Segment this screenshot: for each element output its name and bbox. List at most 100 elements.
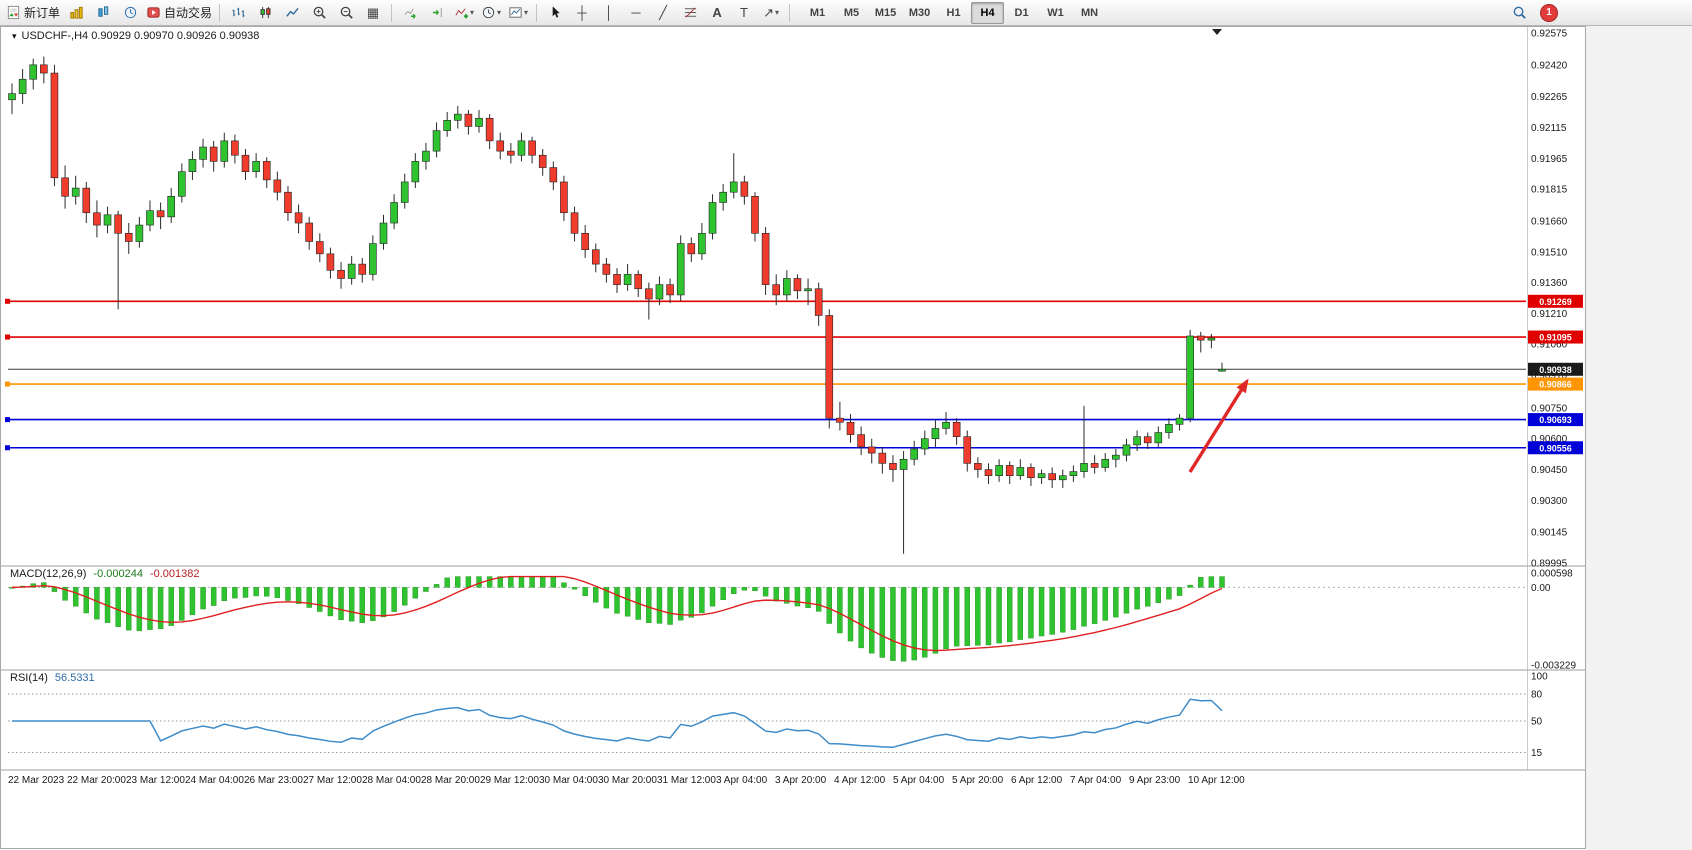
svg-text:5 Apr 04:00: 5 Apr 04:00 — [893, 775, 945, 786]
svg-text:0.90693: 0.90693 — [1539, 415, 1572, 425]
svg-text:3 Apr 04:00: 3 Apr 04:00 — [716, 775, 768, 786]
toolbar-separator — [536, 3, 538, 22]
crosshair-icon: ┼ — [577, 5, 587, 20]
history-button[interactable] — [117, 2, 143, 24]
svg-text:22 Mar 2023: 22 Mar 2023 — [8, 775, 65, 786]
svg-text:0.91360: 0.91360 — [1531, 278, 1568, 289]
svg-text:9 Apr 23:00: 9 Apr 23:00 — [1129, 775, 1181, 786]
svg-text:0.90866: 0.90866 — [1539, 380, 1572, 390]
new-order-button[interactable]: 新订单 — [4, 2, 62, 24]
cursor-tool-button[interactable] — [542, 2, 568, 24]
price-badge — [1528, 413, 1583, 427]
horizontal-line-tool-button[interactable]: ─ — [623, 2, 649, 24]
macd-scale: 0.000598 0.00 -0.003229 — [1531, 569, 1576, 672]
svg-text:3 Apr 20:00: 3 Apr 20:00 — [775, 775, 827, 786]
chart-shift-button[interactable] — [424, 2, 450, 24]
toolbar: 新订单 自动交易 — [0, 0, 1692, 26]
timeframe-button-m5[interactable]: M5 — [843, 6, 860, 19]
svg-text:0.91269: 0.91269 — [1539, 297, 1572, 307]
toolbar-right-group: 1 — [1506, 2, 1688, 24]
svg-text:0.91510: 0.91510 — [1531, 247, 1568, 258]
rsi-name: RSI(14) — [10, 672, 48, 684]
zoom-in-button[interactable] — [306, 2, 332, 24]
symbol-dropdown-icon[interactable]: ▾ — [12, 30, 17, 41]
timeframe-button-mn[interactable]: MN — [1080, 6, 1099, 19]
fibonacci-tool-button[interactable] — [677, 2, 703, 24]
timeframe-button-m1[interactable]: M1 — [809, 6, 826, 19]
trendline-tool-button[interactable]: ╱ — [650, 2, 676, 24]
timeframe-button-d1[interactable]: D1 — [1014, 6, 1029, 19]
svg-text:0.91210: 0.91210 — [1531, 309, 1568, 320]
svg-text:31 Mar 12:00: 31 Mar 12:00 — [657, 775, 716, 786]
arrows-tool-button[interactable]: ↗ ▾ — [758, 2, 784, 24]
search-button[interactable] — [1506, 2, 1532, 24]
notifications-badge[interactable]: 1 — [1540, 3, 1558, 22]
macd-signal-value: -0.001382 — [149, 568, 200, 580]
price-scale: 0.92575 0.92420 0.92265 0.92115 0.91965 0.918… — [1531, 29, 1568, 570]
auto-scroll-button[interactable] — [397, 2, 423, 24]
indicators-button[interactable]: ▾ — [451, 2, 477, 24]
svg-text:15: 15 — [1531, 748, 1543, 759]
chevron-down-icon: ▾ — [470, 8, 475, 17]
svg-text:0.91965: 0.91965 — [1531, 154, 1568, 165]
periods-icon — [482, 6, 495, 19]
price-badge — [1528, 441, 1583, 455]
periods-button[interactable]: ▾ — [478, 2, 504, 24]
bars-chart-button[interactable] — [225, 2, 251, 24]
new-chart-button[interactable] — [63, 2, 89, 24]
price-badge — [1528, 294, 1583, 308]
svg-text:0.92265: 0.92265 — [1531, 92, 1568, 103]
zoom-out-button[interactable] — [333, 2, 359, 24]
svg-text:0.90938: 0.90938 — [1539, 365, 1572, 375]
svg-text:0.90450: 0.90450 — [1531, 465, 1568, 476]
label-tool-button[interactable]: T — [731, 2, 757, 24]
timeframe-button-m30[interactable]: M30 — [908, 6, 931, 19]
price-badge — [1528, 362, 1583, 376]
timeframe-button-w1[interactable]: W1 — [1047, 6, 1064, 19]
autotrading-icon — [147, 7, 160, 18]
svg-text:0.92420: 0.92420 — [1531, 60, 1568, 71]
add-indicator-icon — [455, 8, 469, 19]
crosshair-tool-button[interactable]: ┼ — [569, 2, 595, 24]
svg-text:0.91660: 0.91660 — [1531, 216, 1568, 227]
toolbar-separator — [219, 3, 221, 22]
timeframe-button-h1[interactable]: H1 — [946, 6, 961, 19]
profiles-icon — [97, 6, 108, 17]
cursor-icon — [552, 6, 560, 18]
horizontal-lines[interactable] — [5, 298, 1526, 451]
svg-text:0.89995: 0.89995 — [1531, 559, 1568, 570]
line-chart-button[interactable] — [279, 2, 305, 24]
toolbar-separator — [391, 3, 393, 22]
bars-chart-icon — [232, 7, 245, 18]
text-tool-button[interactable]: A — [704, 2, 730, 24]
label-icon: T — [740, 5, 748, 20]
tile-windows-button[interactable]: ▦ — [360, 2, 386, 24]
svg-text:0.90300: 0.90300 — [1531, 496, 1568, 507]
timeframe-group: M1 M5 M15 M30 H1 H4 D1 W1 MN — [801, 1, 1106, 24]
svg-text:0.90556: 0.90556 — [1539, 443, 1572, 453]
time-axis: 22 Mar 2023 22 Mar 20:00 23 Mar 12:00 24 Ma… — [8, 775, 1245, 786]
svg-text:100: 100 — [1531, 672, 1548, 683]
chart-canvas[interactable]: 0.92575 0.92420 0.92265 0.92115 0.91965 0.918… — [0, 26, 1692, 850]
horizontal-line-icon: ─ — [631, 5, 641, 20]
svg-text:50: 50 — [1531, 717, 1543, 728]
templates-button[interactable]: ▾ — [505, 2, 531, 24]
vertical-line-tool-button[interactable]: │ — [596, 2, 622, 24]
svg-text:28 Mar 20:00: 28 Mar 20:00 — [421, 775, 480, 786]
timeframe-button-m15[interactable]: M15 — [874, 6, 897, 19]
timeframe-button-h4[interactable]: H4 — [971, 1, 1005, 24]
macd-name: MACD(12,26,9) — [10, 568, 87, 580]
svg-text:0.91095: 0.91095 — [1539, 333, 1572, 343]
svg-text:0.90750: 0.90750 — [1531, 403, 1568, 414]
trend-arrow-annotation[interactable] — [1188, 378, 1249, 473]
arrows-icon: ↗ — [763, 5, 774, 20]
macd-panel-label: MACD(12,26,9) -0.000244 -0.001382 — [10, 568, 200, 580]
profiles-button[interactable] — [90, 2, 116, 24]
chart-title-text: USDCHF-,H4 0.90929 0.90970 0.90926 0.909… — [21, 30, 260, 42]
svg-text:0.000598: 0.000598 — [1531, 569, 1573, 580]
svg-text:23 Mar 12:00: 23 Mar 12:00 — [126, 775, 185, 786]
candlestick-chart-button[interactable] — [252, 2, 278, 24]
rsi-line — [12, 698, 1223, 749]
svg-text:0.91815: 0.91815 — [1531, 185, 1568, 196]
autotrading-button[interactable]: 自动交易 — [144, 2, 214, 24]
